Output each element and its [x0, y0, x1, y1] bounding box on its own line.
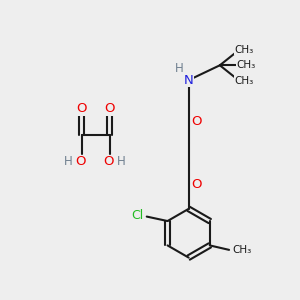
Text: Cl: Cl — [131, 208, 143, 222]
Text: H: H — [117, 155, 125, 168]
Text: CH₃: CH₃ — [235, 76, 254, 86]
Text: N: N — [184, 74, 194, 87]
Text: CH₃: CH₃ — [235, 45, 254, 55]
Text: O: O — [75, 155, 86, 168]
Text: CH₃: CH₃ — [236, 60, 256, 70]
Text: CH₃: CH₃ — [232, 245, 251, 255]
Text: O: O — [192, 178, 202, 191]
Text: O: O — [192, 115, 202, 128]
Text: O: O — [105, 103, 115, 116]
Text: H: H — [175, 62, 184, 75]
Text: O: O — [76, 103, 87, 116]
Text: H: H — [64, 155, 73, 168]
Text: O: O — [103, 155, 114, 168]
